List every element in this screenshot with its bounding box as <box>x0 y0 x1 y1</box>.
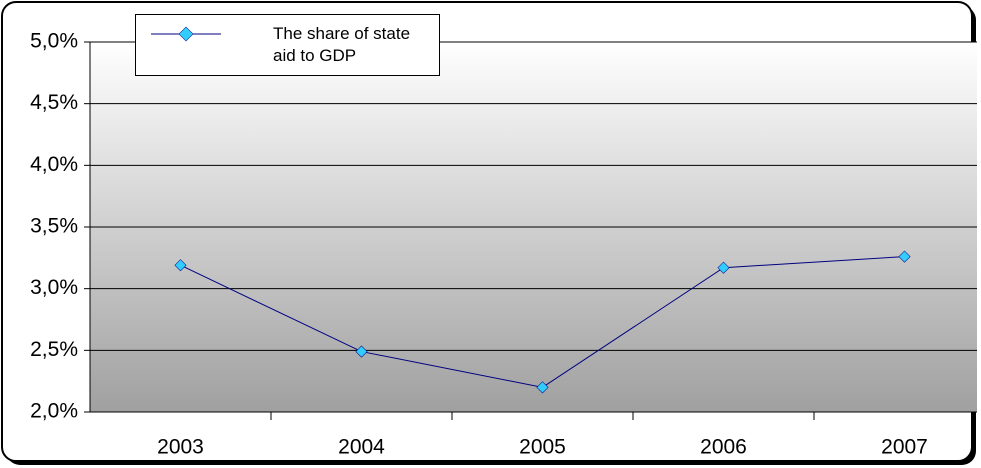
y-tick-label: 4,5% <box>30 91 78 114</box>
legend-symbol <box>151 26 221 42</box>
marker <box>898 250 911 263</box>
x-tick-label: 2003 <box>157 436 204 459</box>
marker <box>174 259 187 272</box>
y-tick-label: 3,5% <box>30 215 78 238</box>
x-tick-label: 2005 <box>519 436 566 459</box>
x-tick-label: 2004 <box>338 436 385 459</box>
legend: The share of state aid to GDP <box>135 14 440 76</box>
y-tick-label: 4,0% <box>30 153 78 176</box>
legend-label: The share of state aid to GDP <box>273 24 411 65</box>
y-tick-label: 5,0% <box>30 30 78 53</box>
marker <box>355 345 368 358</box>
y-tick-label: 2,0% <box>30 400 78 423</box>
marker <box>536 381 549 394</box>
y-tick-label: 2,5% <box>30 338 78 361</box>
y-tick-label: 3,0% <box>30 276 78 299</box>
marker <box>717 261 730 274</box>
x-tick-label: 2007 <box>881 436 928 459</box>
x-tick-label: 2006 <box>700 436 747 459</box>
